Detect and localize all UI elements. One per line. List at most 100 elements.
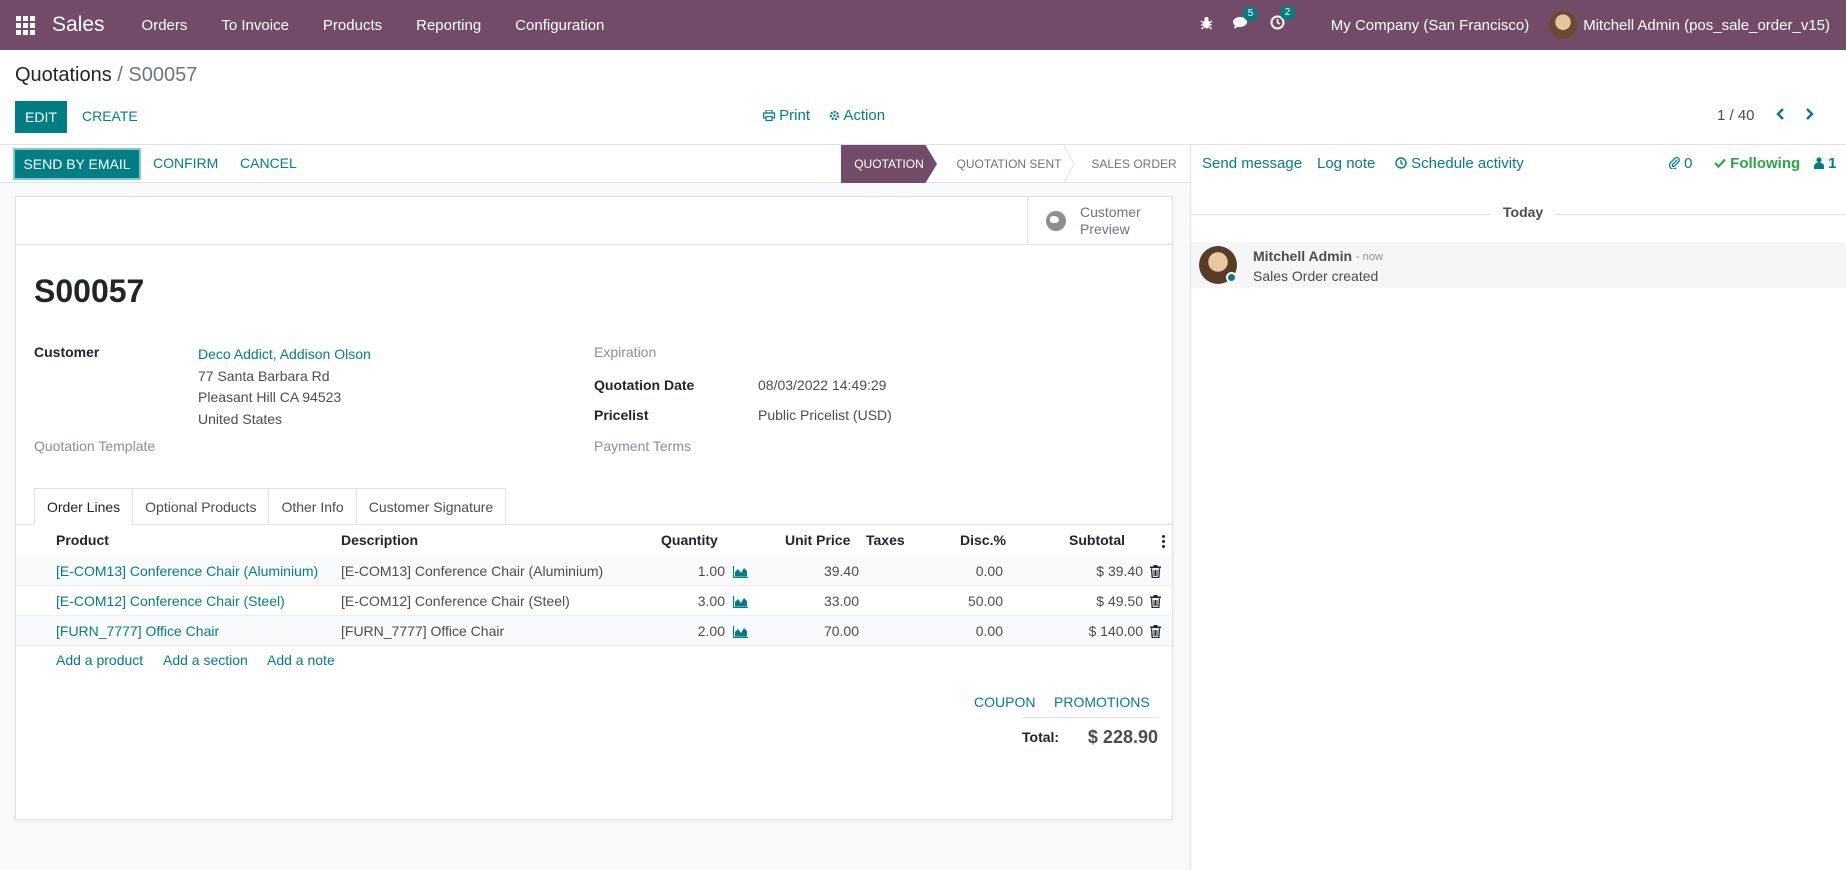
coupon-button[interactable]: COUPON — [974, 694, 1036, 710]
message-time: - now — [1356, 251, 1383, 263]
create-button[interactable]: CREATE — [82, 108, 138, 124]
chatter-panel: Send message Log note Schedule activity … — [1190, 145, 1846, 870]
column-header-product[interactable]: Product — [56, 532, 109, 548]
line-product[interactable]: [FURN_7777] Office Chair — [56, 623, 220, 639]
line-quantity: 3.00 — [697, 593, 725, 609]
following-label: Following — [1730, 155, 1801, 172]
table-row[interactable] — [16, 556, 1172, 586]
pager-next-chevron-icon[interactable] — [1805, 105, 1815, 126]
quotation-template-label: Quotation Template — [34, 438, 156, 454]
add-section-link[interactable]: Add a section — [163, 652, 248, 668]
tab-optional-products[interactable]: Optional Products — [132, 488, 270, 524]
menu-products[interactable]: Products — [322, 16, 383, 34]
forecast-chart-icon[interactable] — [732, 565, 748, 579]
pager-value[interactable]: 1 / 40 — [1717, 107, 1755, 124]
delete-line-trash-icon[interactable] — [1150, 565, 1161, 579]
form-statusbar — [0, 145, 1190, 183]
clock-icon — [1395, 157, 1407, 169]
log-note-button[interactable]: Log note — [1317, 155, 1376, 172]
line-unit-price: 33.00 — [823, 593, 859, 609]
notebook-tabs: Order Lines Optional Products Other Info… — [34, 488, 507, 525]
navbar-systray: 5 2 My Company (San Francisco) Mitchell … — [1190, 0, 1846, 50]
send-by-email-button[interactable]: SEND BY EMAIL — [15, 150, 139, 178]
form-sheet: Customer Preview S00057 Customer Deco Ad… — [15, 196, 1173, 820]
schedule-activity-button[interactable]: Schedule activity — [1395, 155, 1524, 172]
column-header-subtotal[interactable]: Subtotal — [1069, 532, 1125, 548]
address-line1: 77 Santa Barbara Rd — [198, 368, 330, 384]
message-author[interactable]: Mitchell Admin — [1253, 248, 1353, 264]
line-subtotal: $ 49.50 — [1096, 593, 1143, 609]
send-message-button[interactable]: Send message — [1202, 155, 1303, 172]
user-menu[interactable]: Mitchell Admin (pos_sale_order_v15) — [1583, 16, 1830, 34]
gear-icon — [829, 110, 840, 121]
column-header-discount[interactable]: Disc.% — [960, 532, 1006, 548]
cancel-button[interactable]: CANCEL — [240, 155, 297, 171]
column-header-quantity[interactable]: Quantity — [661, 532, 718, 548]
total-label: Total: — [1022, 729, 1060, 745]
total-divider — [1021, 717, 1158, 718]
confirm-button[interactable]: CONFIRM — [153, 155, 219, 171]
line-subtotal: $ 39.40 — [1096, 563, 1143, 579]
forecast-chart-icon[interactable] — [732, 595, 748, 609]
forecast-chart-icon[interactable] — [732, 625, 748, 639]
line-product[interactable]: [E-COM13] Conference Chair (Aluminium) — [56, 563, 319, 579]
following-button[interactable]: Following — [1714, 155, 1800, 172]
table-row[interactable] — [16, 586, 1172, 616]
expiration-label: Expiration — [594, 344, 657, 360]
edit-button[interactable]: EDIT — [15, 101, 67, 133]
table-row[interactable] — [16, 616, 1172, 646]
tab-other-info[interactable]: Other Info — [268, 488, 357, 524]
line-unit-price: 39.40 — [823, 563, 859, 579]
menu-orders[interactable]: Orders — [141, 16, 188, 34]
quotation-date-label: Quotation Date — [594, 377, 695, 393]
menu-configuration[interactable]: Configuration — [515, 16, 605, 34]
menu-to-invoice[interactable]: To Invoice — [221, 16, 289, 34]
column-header-taxes[interactable]: Taxes — [866, 532, 905, 548]
menu-reporting[interactable]: Reporting — [416, 16, 482, 34]
tab-customer-signature[interactable]: Customer Signature — [355, 488, 507, 524]
delete-line-trash-icon[interactable] — [1150, 595, 1161, 609]
line-discount: 0.00 — [975, 623, 1003, 639]
pager-previous-chevron-icon[interactable] — [1775, 105, 1785, 126]
action-button[interactable]: Action — [829, 107, 885, 124]
chatter-message — [1191, 242, 1846, 288]
paperclip-icon — [1668, 156, 1680, 170]
optional-columns-kebab-icon[interactable] — [1162, 535, 1165, 548]
customer-link[interactable]: Deco Addict, Addison Olson — [198, 346, 371, 362]
add-note-link[interactable]: Add a note — [267, 652, 335, 668]
followers-button[interactable]: 1 — [1814, 155, 1837, 172]
add-product-link[interactable]: Add a product — [56, 652, 144, 668]
column-header-unit-price[interactable]: Unit Price — [785, 532, 851, 548]
user-avatar[interactable] — [1549, 11, 1578, 39]
control-panel-divider — [0, 144, 1846, 145]
print-button[interactable]: Print — [763, 107, 810, 124]
promotions-button[interactable]: PROMOTIONS — [1054, 694, 1150, 710]
line-description: [E-COM12] Conference Chair (Steel) — [341, 593, 570, 609]
activities-clock-icon[interactable]: 2 — [1270, 6, 1296, 35]
user-icon — [1814, 157, 1824, 169]
pricelist-value: Public Pricelist (USD) — [758, 407, 892, 423]
app-brand[interactable]: Sales — [52, 13, 105, 36]
apps-menu-icon[interactable] — [0, 0, 50, 50]
order-title: S00057 — [34, 273, 145, 309]
column-header-description[interactable]: Description — [341, 532, 419, 548]
messages-icon[interactable]: 5 — [1232, 6, 1259, 35]
pricelist-label: Pricelist — [594, 407, 649, 423]
customer-preview-line2: Preview — [1080, 221, 1130, 237]
line-discount: 50.00 — [967, 593, 1003, 609]
customer-preview-button[interactable]: Customer Preview — [1027, 197, 1172, 245]
online-status-icon — [1226, 272, 1237, 283]
address-line2: Pleasant Hill CA 94523 — [198, 389, 342, 405]
stage-separator — [1063, 145, 1075, 183]
customer-label: Customer — [34, 344, 100, 360]
smart-button-box: Customer Preview — [16, 197, 1172, 245]
attachments-button[interactable]: 0 — [1668, 155, 1693, 172]
tab-order-lines[interactable]: Order Lines — [34, 488, 134, 525]
line-description: [FURN_7777] Office Chair — [341, 623, 505, 639]
debug-bug-icon[interactable] — [1200, 16, 1213, 35]
company-switcher[interactable]: My Company (San Francisco) — [1330, 16, 1530, 34]
delete-line-trash-icon[interactable] — [1150, 625, 1161, 639]
line-product[interactable]: [E-COM12] Conference Chair (Steel) — [56, 593, 285, 609]
breadcrumb-quotations[interactable]: Quotations — [15, 64, 112, 86]
breadcrumb: Quotations / S00057 — [15, 64, 197, 87]
